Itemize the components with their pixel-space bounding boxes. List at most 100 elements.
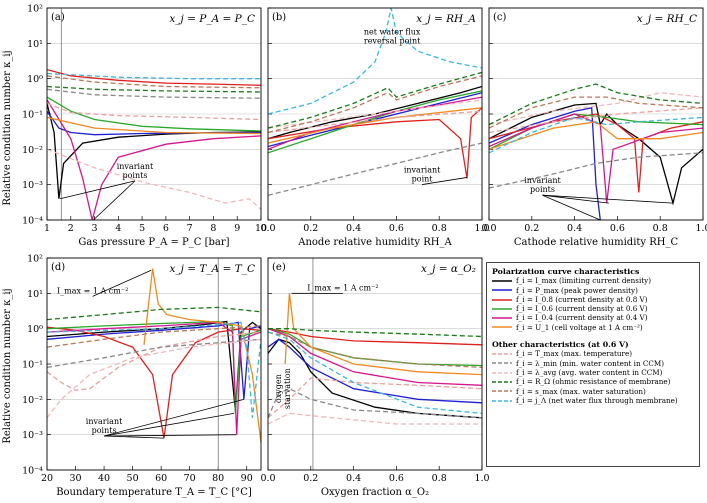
panel-d: 10² 10¹ 10⁰ 10⁻¹ 10⁻² 10⁻³ 10⁻⁴20 30 40 50 60 70 80 9… [22, 254, 262, 498]
series-line [268, 8, 482, 115]
panel-title: x_j = P_A = P_C [169, 13, 255, 25]
legend-label: f_i = λ_min (min. water content in CCM) [516, 358, 665, 368]
series-group [268, 8, 482, 196]
panel-title: x_j = T_A = T_C [170, 263, 256, 275]
legend-item: f_i = λ_avg (avg. water content in CCM) [492, 368, 694, 377]
series-line [268, 331, 482, 369]
annotation: invariant points [86, 417, 123, 435]
panel-title: x_j = RH_A [416, 13, 476, 25]
series-line [268, 338, 482, 419]
annotation: I_max = 1 A cm⁻² [307, 284, 378, 293]
series-group [47, 268, 261, 443]
series-line [489, 83, 703, 126]
series-line [268, 90, 482, 154]
series-line [268, 338, 482, 404]
y-tick-label: 10⁰ [27, 74, 43, 85]
annotation-arrow [542, 194, 609, 204]
series-line [268, 110, 482, 134]
panel-b: 0.0 0.2 0.4 0.6 0.8 1.0 (b) x_j = RH_A Anode rel… [260, 7, 490, 248]
x-tick-label: 1.0 [474, 473, 489, 484]
x-tick-label: 0.0 [481, 223, 496, 234]
legend-label: f_i = I_0.4 (current density at 0.4 V) [516, 313, 648, 323]
series-line [47, 321, 261, 418]
y-tick-label: 10⁻³ [22, 430, 43, 441]
series-line [489, 102, 703, 206]
legend-other-list: f_i = T_max (max. temperature) f_i = λ_mi… [492, 349, 694, 405]
annotation-arrow [103, 412, 234, 437]
y-tick-label: 10¹ [27, 39, 43, 50]
series-line [47, 331, 261, 391]
series-line [143, 268, 261, 443]
x-axis-label: Boundary temperature T_A = T_C [°C] [56, 487, 252, 498]
series-line [47, 72, 261, 80]
panel-label: (b) [272, 12, 286, 23]
series-line [47, 96, 261, 132]
legend-other-title: Other characteristics (at 0.6 V) [492, 340, 629, 350]
series-line [47, 306, 261, 321]
legend-swatch [492, 326, 512, 329]
y-tick-label: 10⁻³ [22, 180, 43, 191]
series-line [268, 377, 482, 419]
annotation: invariant points [524, 176, 561, 194]
annotation: invariant point [404, 166, 441, 184]
x-tick-label: 9 [234, 223, 240, 234]
series-line [489, 96, 703, 129]
series-line [268, 99, 482, 129]
series-line [47, 102, 261, 121]
x-tick-label: 1 [44, 223, 50, 234]
series-line [47, 326, 261, 439]
y-tick-label: 10⁻¹ [22, 360, 43, 371]
panel-label: (a) [51, 12, 65, 23]
x-tick-label: 80 [212, 473, 224, 484]
annotation-arrow [104, 434, 237, 437]
x-tick-label: 7 [187, 223, 193, 234]
legend-item: f_i = I_0.4 (current density at 0.4 V) [492, 313, 694, 322]
y-tick-label: 10¹ [27, 289, 43, 300]
annotation-arrow [59, 180, 136, 200]
series-line [489, 92, 703, 126]
legend-item: f_i = λ_min (min. water content in CCM) [492, 359, 694, 368]
series-line [268, 412, 482, 425]
legend-item: f_i = U_1 (cell voltage at 1 A cm⁻²) [492, 323, 694, 332]
y-axis-label-top: Relative condition number κ_ij [2, 50, 13, 205]
x-axis-label: Cathode relative humidity RH_C [514, 237, 679, 248]
legend-swatch [492, 390, 512, 393]
annotation-arrow [104, 435, 165, 439]
panel-a: 10² 10¹ 10⁰ 10⁻¹ 10⁻² 10⁻³ 10⁻⁴1 2 3 4 5 6 7 8 9 10 (a) x… [22, 4, 267, 249]
x-tick-label: 70 [184, 473, 196, 484]
series-line [47, 99, 261, 220]
x-axis-label: Anode relative humidity RH_A [297, 237, 452, 248]
x-tick-label: 2 [68, 223, 74, 234]
x-tick-label: 8 [210, 223, 216, 234]
x-tick-label: 3 [92, 223, 98, 234]
x-tick-label: 1.0 [474, 223, 489, 234]
x-tick-label: 40 [98, 473, 110, 484]
series-line [268, 107, 482, 144]
x-tick-label: 60 [155, 473, 167, 484]
legend-swatch [492, 362, 512, 365]
series-line [489, 107, 703, 134]
panel-label: (e) [272, 262, 286, 273]
legend-label: f_i = R_Ω (ohmic resistance of membrane) [516, 377, 671, 387]
annotation: oxygenstarvation [274, 368, 292, 409]
x-tick-label: 50 [127, 473, 139, 484]
legend-label: f_i = T_max (max. temperature) [516, 349, 633, 359]
annotation-arrow [103, 398, 244, 437]
annotation-arrow [93, 180, 136, 221]
legend-swatch [492, 353, 512, 355]
x-tick-label: 0.0 [260, 223, 275, 234]
legend-item: f_i = R_Ω (ohmic resistance of membrane) [492, 377, 694, 386]
x-tick-label: 0.6 [610, 223, 625, 234]
legend-swatch [492, 371, 512, 374]
plot-frame [267, 257, 483, 471]
legend-item: f_i = I_max (limiting current density) [492, 276, 694, 285]
series-line [47, 148, 261, 210]
series-line [284, 293, 482, 376]
legend-item: f_i = s_max (max. water saturation) [492, 387, 694, 396]
x-tick-label: 0.4 [346, 473, 361, 484]
series-line [268, 328, 482, 338]
series-line [268, 328, 482, 346]
legend-swatch [492, 399, 512, 402]
legend-label: f_i = I_0.8 (current density at 0.8 V) [516, 294, 648, 304]
series-line [489, 121, 703, 150]
